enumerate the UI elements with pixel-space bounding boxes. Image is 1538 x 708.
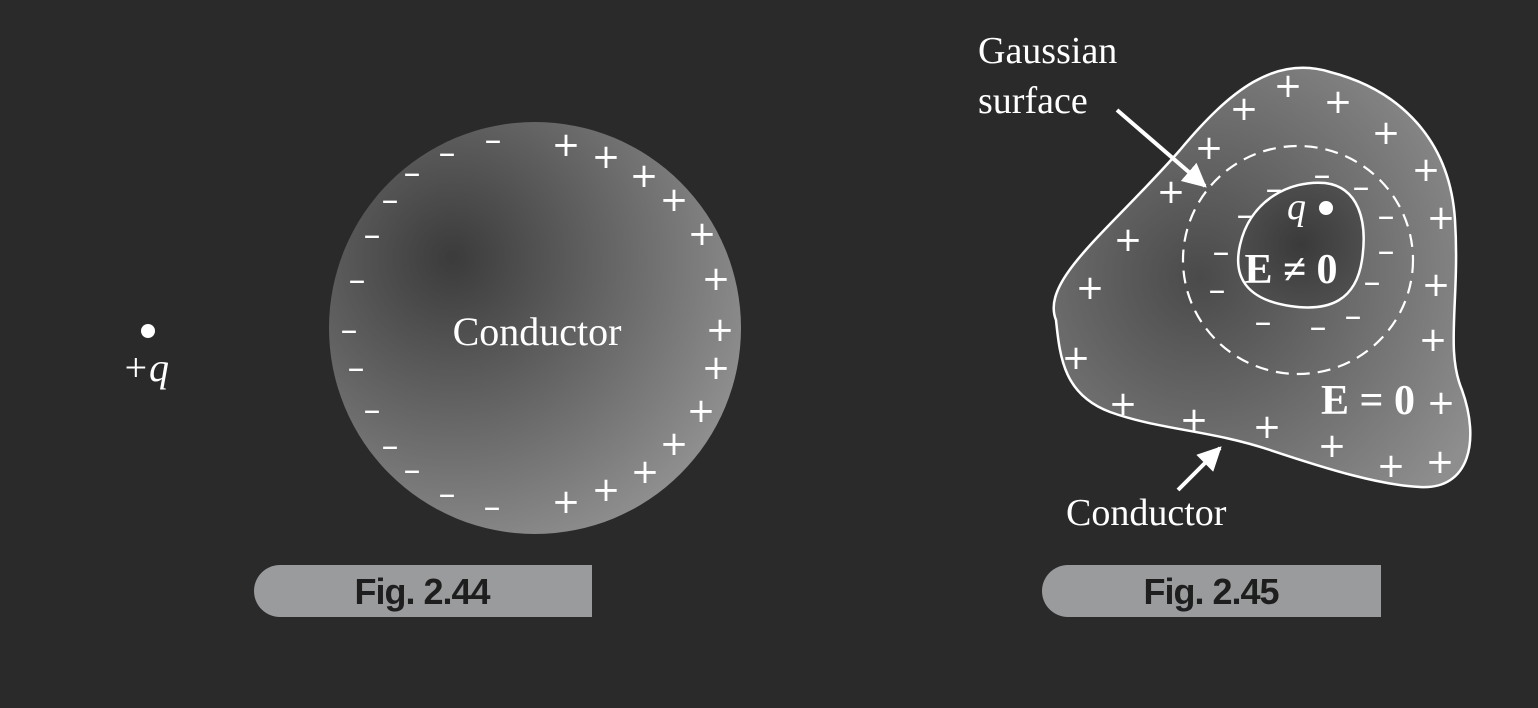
positive-charge: + bbox=[1195, 128, 1224, 168]
positive-charge: + bbox=[1114, 220, 1143, 260]
conductor-arrow bbox=[1176, 446, 1222, 492]
negative-charge: – bbox=[484, 487, 501, 527]
negative-charge: – bbox=[341, 310, 358, 350]
positive-charge: + bbox=[702, 348, 731, 388]
positive-charge: + bbox=[660, 424, 689, 464]
cavity-charge-dot bbox=[1319, 201, 1333, 215]
figure-2-45: q E ≠ 0 E = 0 + +++++++++++++ + + +++ +– – –– ––… bbox=[978, 30, 1472, 617]
positive-charge: + bbox=[552, 482, 581, 522]
positive-charge: + bbox=[592, 470, 621, 510]
conductor-field-label: E = 0 bbox=[1321, 378, 1415, 424]
positive-charge: + bbox=[702, 259, 731, 299]
positive-charge: + bbox=[1377, 446, 1406, 486]
gaussian-surface bbox=[1181, 144, 1415, 376]
figure-caption: Fig. 2.45 bbox=[1143, 571, 1279, 612]
cavity-field-label: E ≠ 0 bbox=[1244, 247, 1337, 293]
positive-charge: + bbox=[1274, 66, 1303, 106]
positive-charge: + bbox=[660, 180, 689, 220]
positive-charge: + bbox=[1419, 320, 1448, 360]
positive-charge: + bbox=[630, 156, 659, 196]
cavity-charge-label: q bbox=[1287, 186, 1306, 228]
negative-charge: – bbox=[1314, 155, 1331, 195]
gaussian-arrow bbox=[1115, 108, 1207, 188]
caption-tab bbox=[1042, 565, 1381, 617]
conductor-label: Conductor bbox=[1066, 492, 1227, 534]
positive-charge: + bbox=[1076, 268, 1105, 308]
negative-charge: – bbox=[1364, 262, 1381, 302]
positive-charge: + bbox=[688, 214, 717, 254]
positive-charge: + bbox=[552, 125, 581, 165]
negative-charge: – bbox=[382, 426, 399, 466]
positive-charge: + bbox=[1157, 172, 1186, 212]
positive-charge: + bbox=[1427, 383, 1456, 423]
conductor-label: Conductor bbox=[453, 309, 622, 354]
figure-2-44: +q Conductor –––––––––––– –+ + +++++++++++ … bbox=[122, 120, 741, 617]
induced-charges: –––––––––––– –+ + +++++++++++ bbox=[341, 120, 735, 527]
negative-charge: – bbox=[364, 215, 381, 255]
surface-charges: + +++++++++++++ + + +++ +– – –– –– –– –– – – bbox=[1062, 66, 1456, 486]
spherical-conductor bbox=[329, 122, 741, 534]
positive-charge: + bbox=[1324, 82, 1353, 122]
negative-charge: – bbox=[1209, 270, 1226, 310]
positive-charge: + bbox=[1426, 442, 1455, 482]
positive-charge: + bbox=[1253, 407, 1282, 447]
negative-charge: – bbox=[1378, 231, 1395, 271]
negative-charge: – bbox=[439, 133, 456, 173]
negative-charge: – bbox=[1378, 196, 1395, 236]
negative-charge: – bbox=[1266, 169, 1283, 209]
point-charge-dot bbox=[141, 324, 155, 338]
positive-charge: + bbox=[1427, 198, 1456, 238]
positive-charge: + bbox=[687, 391, 716, 431]
positive-charge: + bbox=[1109, 384, 1138, 424]
gaussian-label: Gaussian surface bbox=[978, 30, 1127, 122]
caption-tab bbox=[254, 565, 592, 617]
negative-charge: – bbox=[485, 120, 502, 160]
positive-charge: + bbox=[1318, 426, 1347, 466]
positive-charge: + bbox=[1230, 89, 1259, 129]
negative-charge: – bbox=[1310, 307, 1327, 347]
cavity bbox=[1236, 181, 1365, 309]
negative-charge: – bbox=[382, 180, 399, 220]
positive-charge: + bbox=[592, 137, 621, 177]
negative-charge: – bbox=[404, 450, 421, 490]
positive-charge: + bbox=[1372, 113, 1401, 153]
point-charge-label: +q bbox=[122, 345, 169, 390]
negative-charge: – bbox=[1237, 195, 1254, 235]
negative-charge: – bbox=[1345, 296, 1362, 336]
negative-charge: – bbox=[348, 348, 365, 388]
positive-charge: + bbox=[706, 310, 735, 350]
positive-charge: + bbox=[1422, 265, 1451, 305]
positive-charge: + bbox=[1180, 400, 1209, 440]
negative-charge: – bbox=[349, 260, 366, 300]
positive-charge: + bbox=[631, 452, 660, 492]
positive-charge: + bbox=[1412, 150, 1441, 190]
figure-caption: Fig. 2.44 bbox=[354, 571, 490, 612]
negative-charge: – bbox=[364, 390, 381, 430]
negative-charge: – bbox=[1255, 302, 1272, 342]
negative-charge: – bbox=[1353, 167, 1370, 207]
negative-charge: – bbox=[439, 474, 456, 514]
negative-charge: – bbox=[404, 153, 421, 193]
positive-charge: + bbox=[1062, 338, 1091, 378]
negative-charge: – bbox=[1213, 232, 1230, 272]
